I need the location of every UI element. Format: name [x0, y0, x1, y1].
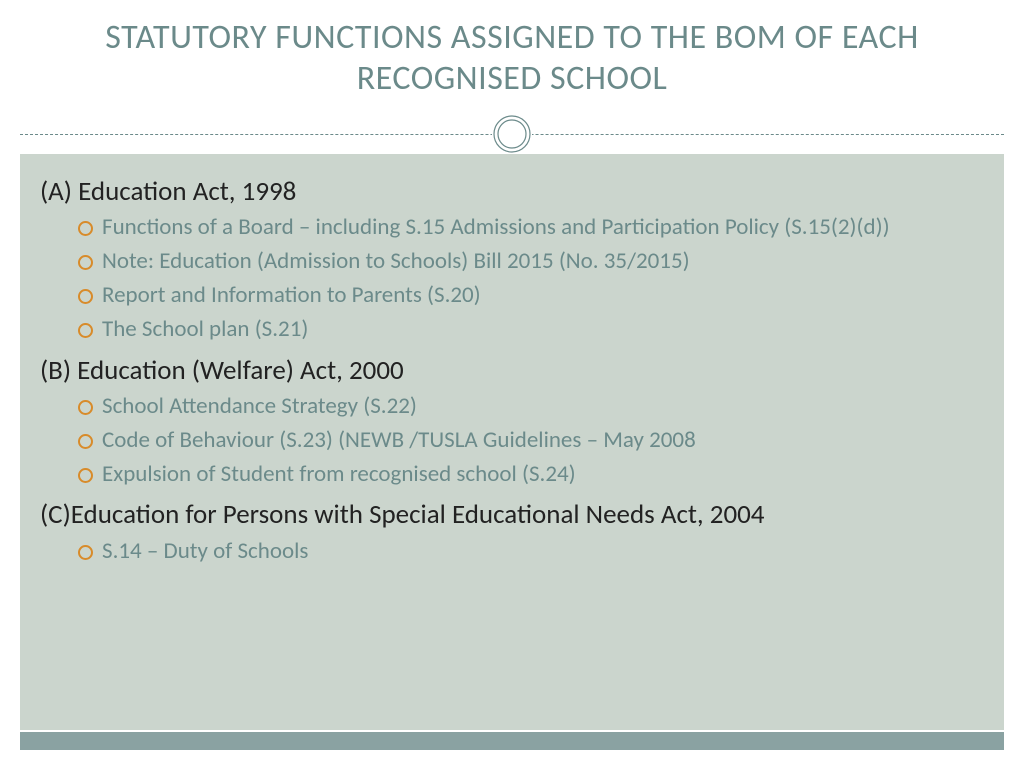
bullet-list: School Attendance Strategy (S.22) Code o… — [40, 390, 984, 492]
list-item: Note: Education (Admission to Schools) B… — [78, 245, 984, 279]
footer-bar — [20, 732, 1004, 750]
slide-title: STATUTORY FUNCTIONS ASSIGNED TO THE BOM … — [40, 18, 984, 100]
slide: STATUTORY FUNCTIONS ASSIGNED TO THE BOM … — [0, 0, 1024, 768]
list-item: Functions of a Board – including S.15 Ad… — [78, 211, 984, 245]
list-item: School Attendance Strategy (S.22) — [78, 390, 984, 424]
divider — [0, 110, 1024, 158]
list-item: Expulsion of Student from recognised sch… — [78, 458, 984, 492]
bullet-list: Functions of a Board – including S.15 Ad… — [40, 211, 984, 347]
content-panel: (A) Education Act, 1998 Functions of a B… — [20, 154, 1004, 730]
bullet-list: S.14 – Duty of Schools — [40, 535, 984, 569]
list-item: S.14 – Duty of Schools — [78, 535, 984, 569]
section-heading: (A) Education Act, 1998 — [40, 174, 984, 209]
list-item: Report and Information to Parents (S.20) — [78, 279, 984, 313]
divider-circle-icon — [492, 114, 532, 154]
section-heading: (C)Education for Persons with Special Ed… — [40, 497, 984, 532]
list-item: The School plan (S.21) — [78, 313, 984, 347]
title-area: STATUTORY FUNCTIONS ASSIGNED TO THE BOM … — [0, 0, 1024, 110]
section-heading: (B) Education (Welfare) Act, 2000 — [40, 353, 984, 388]
list-item: Code of Behaviour (S.23) (NEWB /TUSLA Gu… — [78, 424, 984, 458]
